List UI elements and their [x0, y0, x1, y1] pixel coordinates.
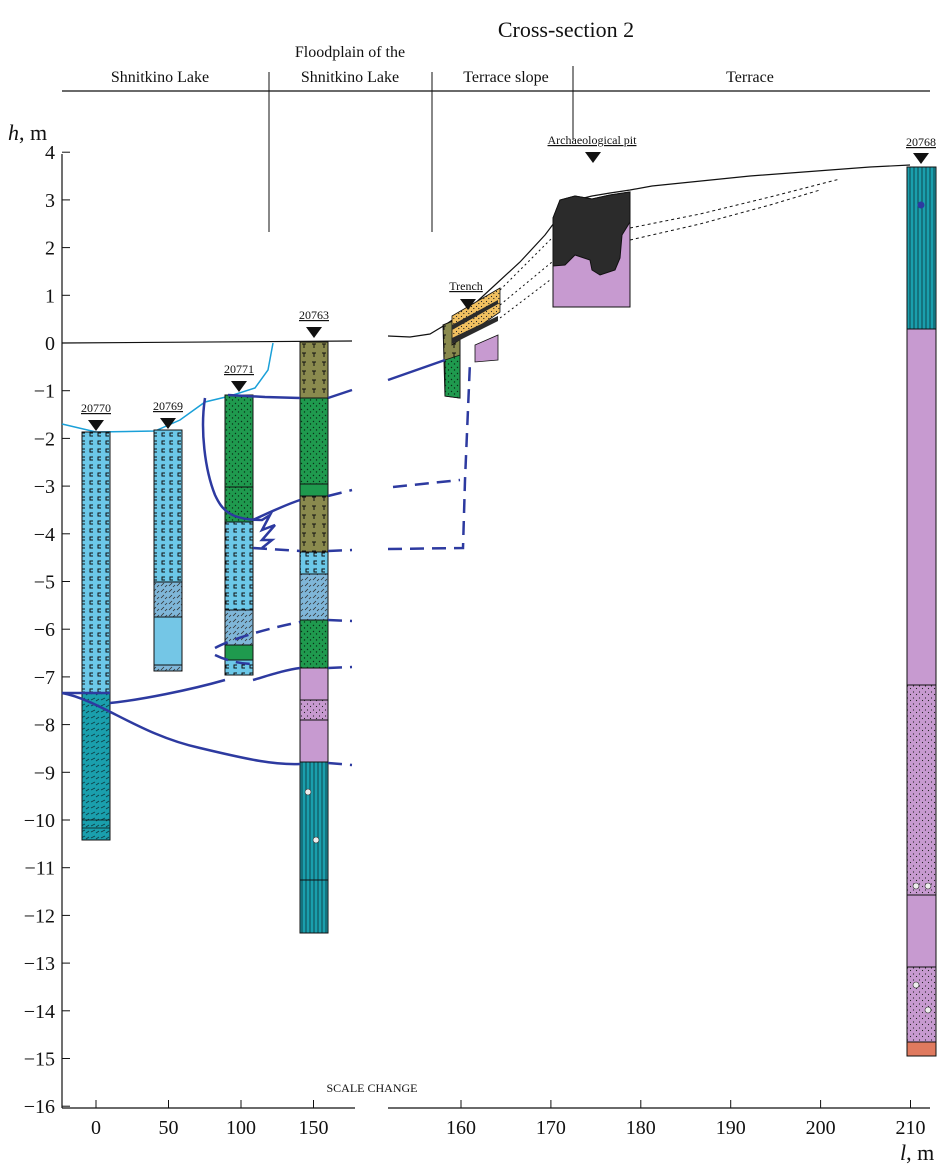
archaeological-pit: Archaeological pit	[548, 133, 638, 308]
borehole-20770-label: 20770	[81, 401, 111, 415]
borehole-20763: 20763	[299, 308, 329, 934]
x-tick-label: 180	[626, 1117, 656, 1139]
borehole-20768: 20768	[906, 135, 937, 1057]
x-tick-label: 170	[536, 1117, 566, 1139]
borehole-20771: 20771	[224, 362, 254, 676]
borehole-20769: 20769	[153, 399, 183, 672]
slope-dotted-correlation	[499, 234, 556, 319]
y-tick-label: −16	[24, 1096, 55, 1118]
diagram-title: Cross-section 2	[498, 17, 634, 42]
y-tick-label: −5	[34, 572, 55, 594]
x-tick-label: 190	[716, 1117, 746, 1139]
y-tick-label: −6	[34, 619, 55, 641]
borehole-20769-label: 20769	[153, 399, 183, 413]
borehole-20769-marker	[160, 418, 176, 429]
y-tick-label: −3	[34, 476, 55, 498]
borehole-20770: 20770	[81, 401, 111, 841]
borehole-20771-label: 20771	[224, 362, 254, 376]
y-tick-label: −15	[24, 1049, 55, 1071]
x-tick-label: 150	[299, 1117, 329, 1139]
x-tick-label: 50	[159, 1117, 179, 1139]
y-tick-label: −4	[34, 524, 55, 546]
y-tick-label: −13	[24, 953, 55, 975]
y-tick-label: −12	[24, 905, 55, 927]
x-tick-label: 0	[91, 1117, 101, 1139]
scale-change-label: SCALE CHANGE	[326, 1081, 417, 1095]
borehole-20763-marker	[306, 327, 322, 338]
y-tick-label: −7	[34, 667, 55, 689]
trench-marker	[460, 299, 476, 310]
zone-label-floodplain-line2: Shnitkino Lake	[301, 69, 399, 86]
borehole-20771-marker	[231, 381, 247, 392]
y-axis-label-var: h	[8, 120, 19, 145]
borehole-20768-label: 20768	[906, 135, 936, 149]
zone-label-floodplain-line1: Floodplain of the	[295, 44, 405, 61]
borehole-20763-label: 20763	[299, 308, 329, 322]
y-tick-label: −2	[34, 428, 55, 450]
x-tick-label: 100	[226, 1117, 256, 1139]
borehole-20770-marker	[88, 420, 104, 431]
x-tick-label: 200	[806, 1117, 836, 1139]
pit-marker	[585, 152, 601, 163]
y-tick-label: −11	[24, 858, 55, 880]
y-axis-label-unit: , m	[19, 120, 47, 145]
y-tick-label: 4	[45, 142, 55, 164]
zone-label-terrace: Terrace	[726, 69, 774, 86]
y-tick-label: −9	[34, 762, 55, 784]
x-tick-label: 160	[446, 1117, 476, 1139]
x-axis-label-unit: , m	[906, 1140, 934, 1165]
x-tick-label: 210	[896, 1117, 926, 1139]
horizon-lines	[61, 358, 472, 767]
y-tick-label: −10	[24, 810, 55, 832]
trench: Trench	[442, 279, 501, 399]
trench-label: Trench	[449, 279, 483, 293]
y-tick-label: −8	[34, 715, 55, 737]
zone-label-shnitkino-lake: Shnitkino Lake	[111, 69, 209, 86]
y-tick-label: 2	[45, 238, 55, 260]
zone-label-terrace-slope: Terrace slope	[463, 69, 549, 86]
x-axis: 0 50 100 150 160 170 180 190 200 210 l, m SCALE C…	[62, 1081, 934, 1165]
y-tick-label: 0	[45, 333, 55, 355]
y-tick-label: 3	[45, 190, 55, 212]
pit-label: Archaeological pit	[548, 133, 638, 147]
borehole-20768-marker	[913, 153, 929, 164]
y-axis-label: h, m	[8, 120, 47, 145]
x-axis-label-var: l	[900, 1140, 906, 1165]
y-tick-label: 1	[45, 285, 55, 307]
y-axis: 4 3 2 1 0 −1 −2 −3 −4 −5 −6 −7 −8 −9 −10 −11 −12 −13 −14 −1…	[8, 120, 70, 1118]
zone-header: Shnitkino Lake Floodplain of the Shnitki…	[62, 44, 930, 232]
x-axis-label: l, m	[900, 1140, 934, 1165]
y-tick-label: −1	[34, 381, 55, 403]
y-tick-label: −14	[24, 1001, 55, 1023]
